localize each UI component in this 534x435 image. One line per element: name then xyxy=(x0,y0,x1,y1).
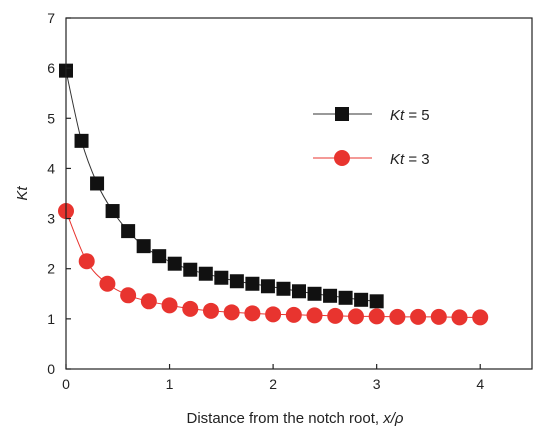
plot-frame xyxy=(65,17,533,370)
data-point-1 xyxy=(306,307,323,324)
data-point-0 xyxy=(74,133,89,148)
data-point-1 xyxy=(472,309,489,326)
data-point-0 xyxy=(121,224,136,239)
data-point-0 xyxy=(307,286,322,301)
y-axis-label: Kt xyxy=(14,186,31,201)
data-point-0 xyxy=(323,288,338,303)
data-point-1 xyxy=(140,293,157,310)
y-tick-label: 5 xyxy=(47,110,55,126)
data-point-0 xyxy=(167,256,182,271)
data-point-1 xyxy=(389,308,406,325)
data-point-1 xyxy=(161,297,178,314)
data-point-1 xyxy=(451,309,468,326)
data-point-0 xyxy=(354,292,369,307)
data-point-0 xyxy=(369,294,384,309)
data-point-1 xyxy=(202,302,219,319)
data-point-0 xyxy=(105,204,120,219)
data-point-1 xyxy=(285,306,302,323)
data-point-1 xyxy=(410,308,427,325)
data-point-1 xyxy=(430,308,447,325)
axis-ticks xyxy=(65,17,481,370)
y-tick-label: 4 xyxy=(47,160,55,176)
data-point-1 xyxy=(327,307,344,324)
data-point-1 xyxy=(78,253,95,270)
data-point-1 xyxy=(120,287,137,304)
y-tick-label: 2 xyxy=(47,261,55,277)
data-point-1 xyxy=(99,275,116,292)
data-point-1 xyxy=(223,304,240,321)
legend-marker xyxy=(335,107,349,121)
data-point-0 xyxy=(136,239,151,254)
y-tick-label: 1 xyxy=(47,311,55,327)
data-point-0 xyxy=(214,270,229,285)
x-tick-label: 0 xyxy=(62,376,70,392)
x-tick-label: 2 xyxy=(269,376,277,392)
data-point-0 xyxy=(292,284,306,299)
data-point-0 xyxy=(245,276,260,291)
y-tick-label: 3 xyxy=(47,211,55,227)
data-point-0 xyxy=(90,176,105,191)
data-point-0 xyxy=(183,262,198,277)
data-point-0 xyxy=(198,266,213,281)
series-markers xyxy=(58,63,489,326)
data-point-0 xyxy=(229,274,244,289)
legend: Kt = 5 Kt = 3 xyxy=(313,107,430,168)
y-tick-label: 6 xyxy=(47,60,55,76)
data-point-0 xyxy=(260,279,275,294)
y-tick-label: 7 xyxy=(47,10,55,26)
data-point-0 xyxy=(276,281,291,296)
y-tick-label: 0 xyxy=(47,361,55,377)
data-point-1 xyxy=(244,305,261,322)
data-point-1 xyxy=(347,308,364,325)
data-point-0 xyxy=(338,290,353,305)
x-axis-label-var: x/ρ xyxy=(382,410,404,427)
data-point-1 xyxy=(182,300,199,317)
legend-label: Kt = 3 xyxy=(390,151,430,168)
x-tick-label: 3 xyxy=(373,376,381,392)
data-point-0 xyxy=(152,249,167,264)
x-tick-label: 1 xyxy=(166,376,174,392)
x-axis-label-prefix: Distance from the notch root, xyxy=(186,410,383,427)
data-point-1 xyxy=(265,306,282,323)
legend-label: Kt = 5 xyxy=(390,107,430,124)
legend-marker xyxy=(334,150,350,166)
tick-labels: 0 1 2 3 4 0 1 2 3 4 5 6 7 xyxy=(47,10,484,392)
x-tick-label: 4 xyxy=(476,376,484,392)
series-line-0 xyxy=(65,70,377,302)
data-point-1 xyxy=(368,308,385,325)
x-axis-label: Distance from the notch root, x/ρ xyxy=(186,410,403,427)
